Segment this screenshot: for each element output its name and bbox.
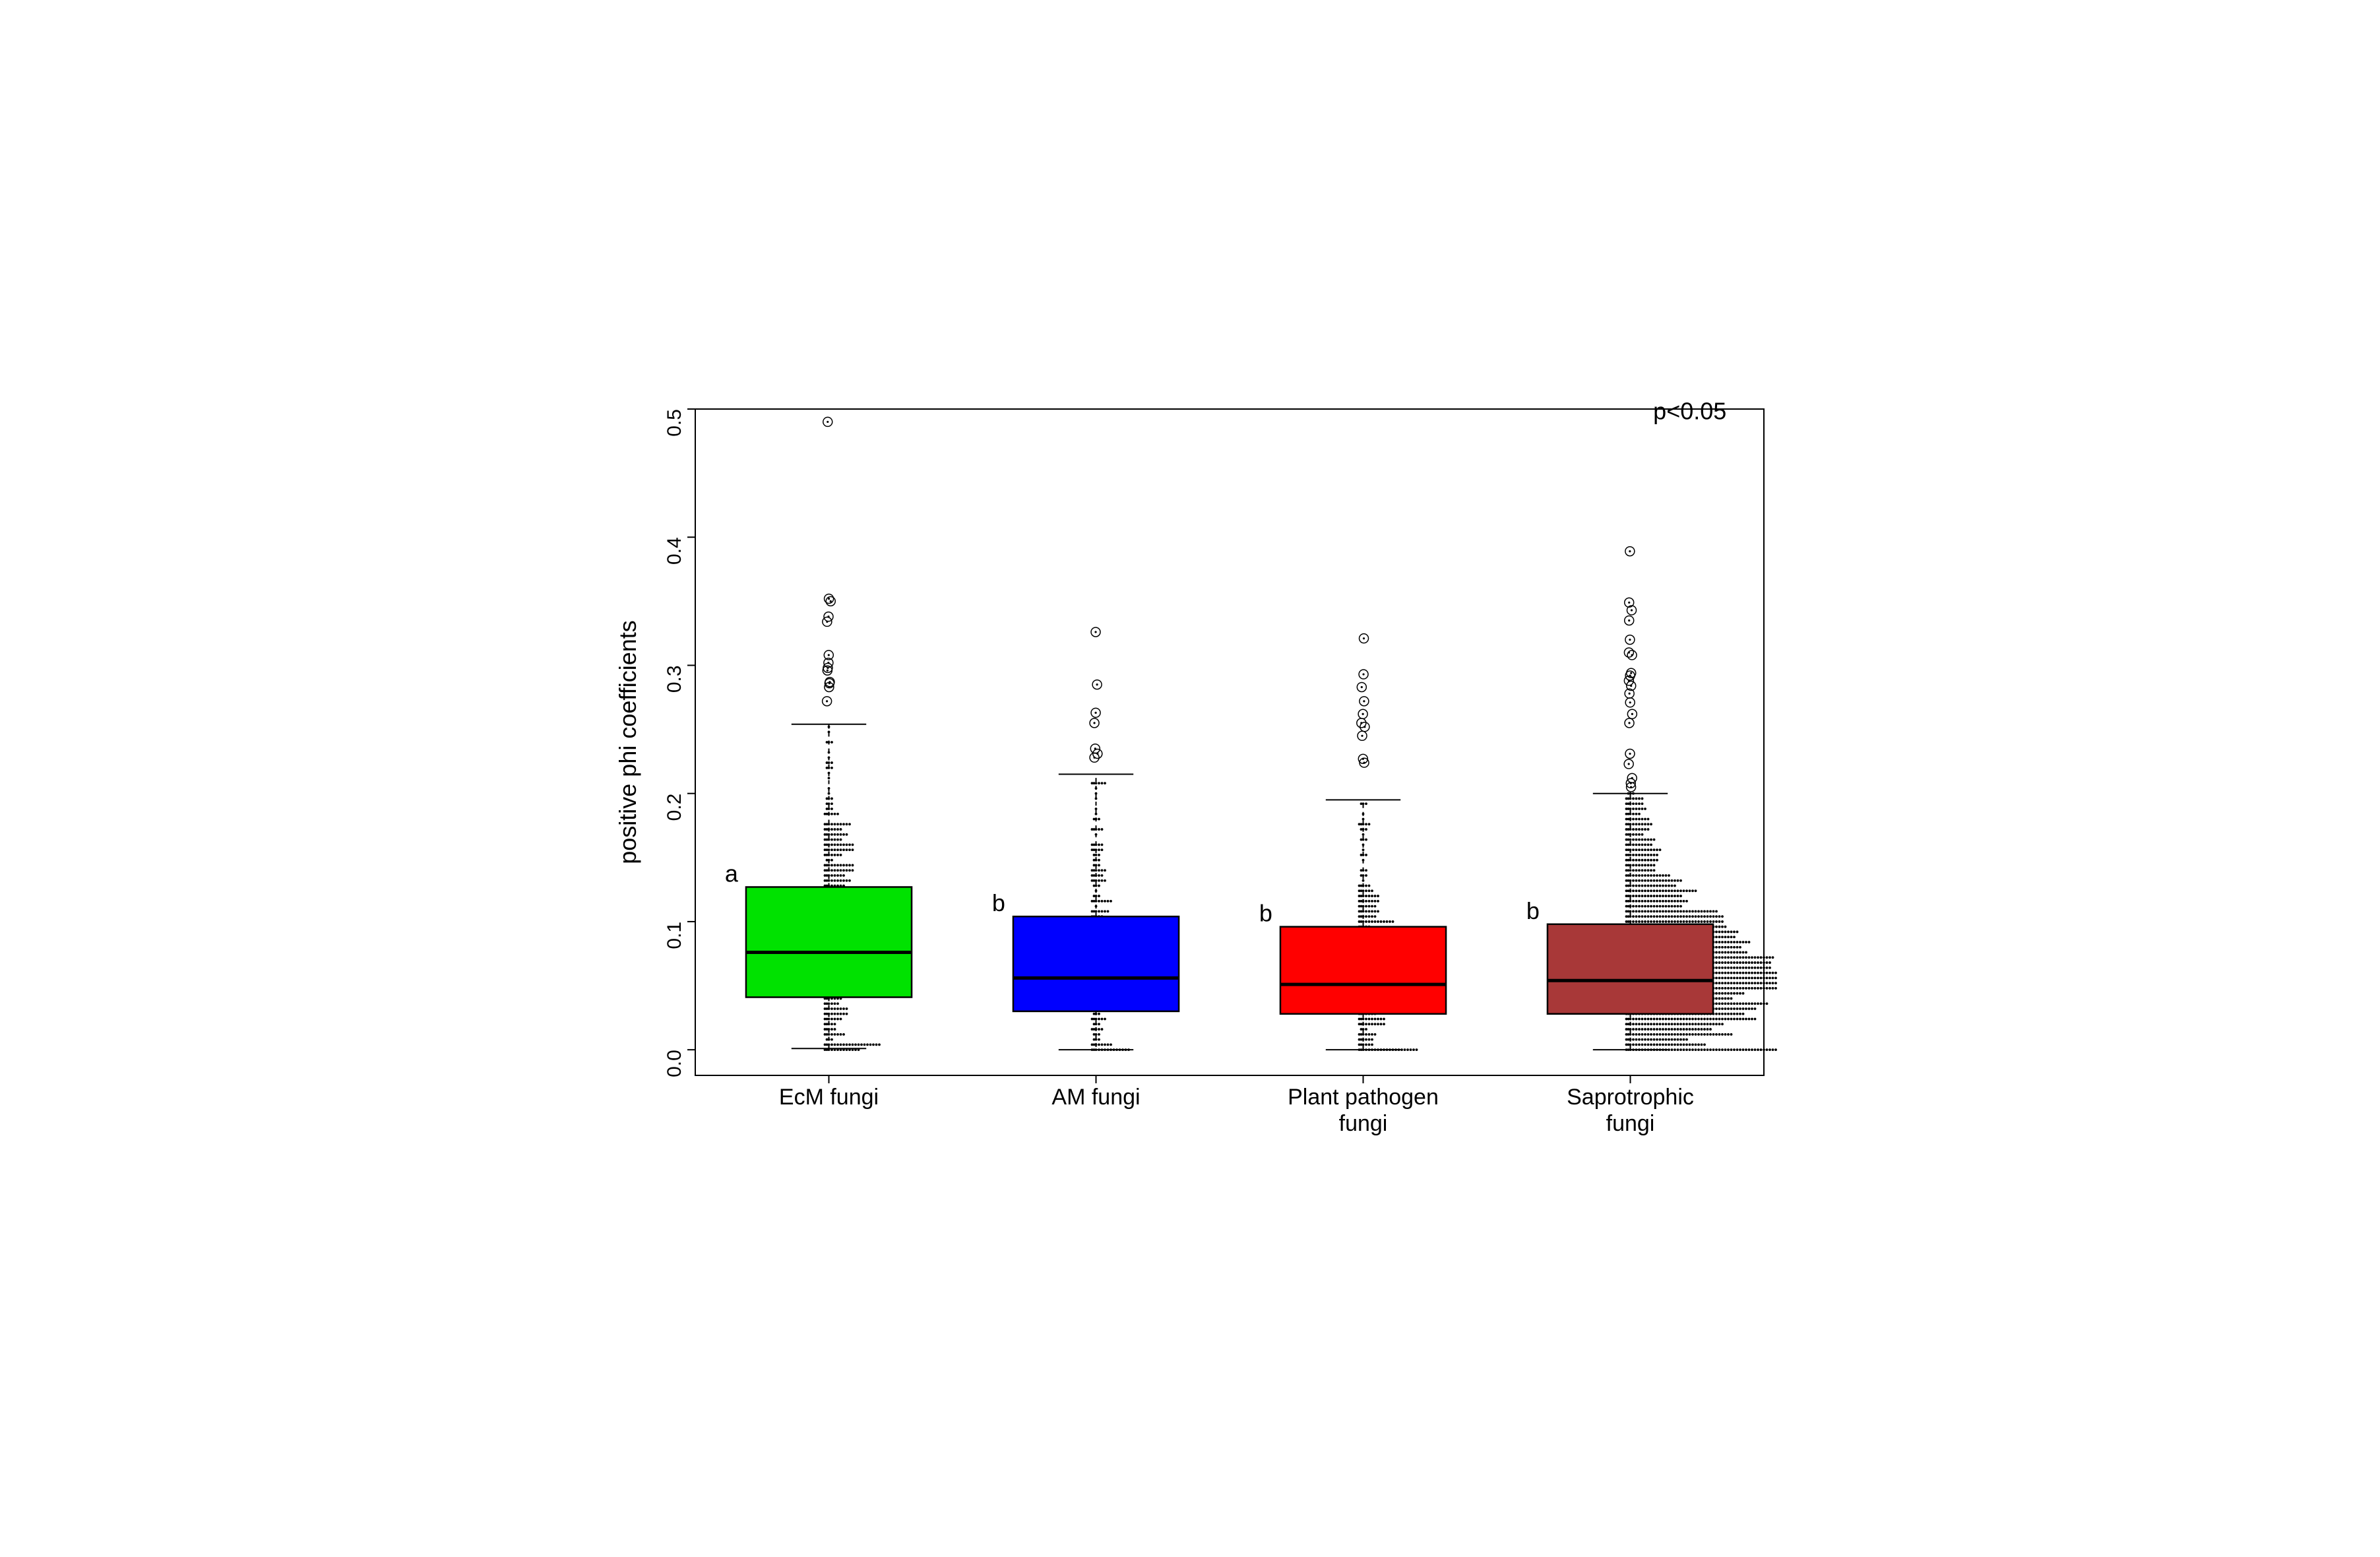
significance-letter: b: [1526, 897, 1540, 924]
boxplot-group: b: [992, 627, 1179, 1051]
y-tick-label: 0.0: [664, 1050, 685, 1077]
y-tick-label: 0.4: [664, 537, 685, 565]
chart-container: 0.0 0.1 0.2 0.3 0.4 0.5 positive phi coefficie…: [0, 0, 2380, 1557]
x-tick-label: Plant pathogen: [1288, 1085, 1439, 1110]
y-tick-label: 0.5: [664, 409, 685, 437]
boxplot-group: b: [1259, 634, 1446, 1051]
significance-letter: a: [725, 860, 739, 887]
boxplot-group: a: [725, 417, 912, 1051]
y-tick-label: 0.3: [664, 665, 685, 693]
boxplot-group: b: [1526, 547, 1777, 1051]
significance-annotation: p<0.05: [1653, 398, 1726, 425]
y-tick-label: 0.2: [664, 794, 685, 821]
x-tick-label: fungi: [1339, 1111, 1388, 1136]
y-axis-label: positive phi coefficients: [614, 620, 641, 864]
x-tick-label: AM fungi: [1051, 1085, 1140, 1110]
x-tick-label: EcM fungi: [779, 1085, 879, 1110]
x-tick-label: fungi: [1606, 1111, 1655, 1136]
x-tick-label: Saprotrophic: [1567, 1085, 1694, 1110]
significance-letter: b: [1259, 900, 1272, 927]
boxplot-chart: 0.0 0.1 0.2 0.3 0.4 0.5 positive phi coefficie…: [596, 389, 1784, 1168]
y-tick-label: 0.1: [664, 922, 685, 949]
significance-letter: b: [992, 889, 1005, 916]
